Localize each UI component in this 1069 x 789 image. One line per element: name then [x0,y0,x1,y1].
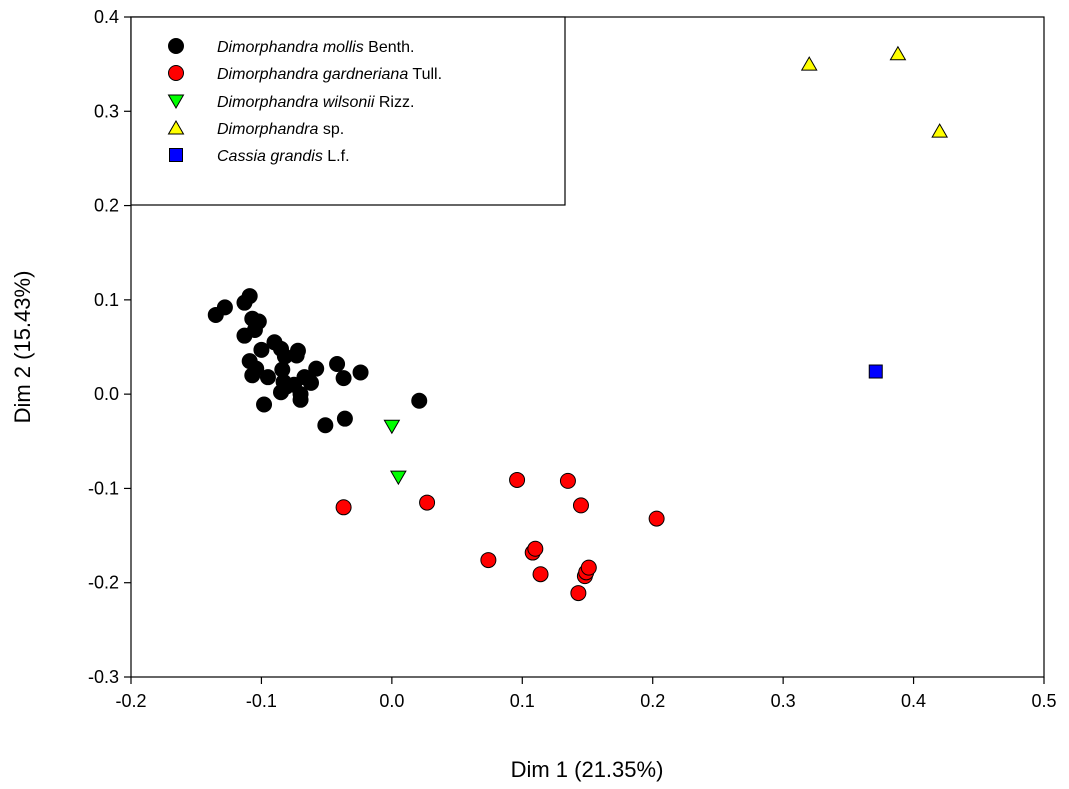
legend-label-author: L.f. [327,148,349,165]
y-tick-label: 0.4 [94,7,119,27]
x-tick-label: 0.4 [901,691,926,711]
data-point [532,566,549,583]
data-point [329,355,346,372]
legend-marker [168,38,184,54]
data-point [527,540,544,557]
data-points [207,45,949,602]
data-point [248,360,265,377]
legend-label-species: Cassia grandis [217,148,323,165]
data-point [241,288,258,305]
data-point [246,322,263,339]
legend-marker [167,94,185,110]
legend-label-author: Tull. [412,66,442,83]
x-axis-title: Dim 1 (21.35%) [511,757,664,782]
legend-label-species: Dimorphandra [217,121,318,138]
data-point [509,471,526,488]
x-tick-label: 0.1 [510,691,535,711]
y-axis-ticks: -0.3 -0.2 -0.1 0.0 0.1 0.2 0.3 0.4 [88,7,131,687]
data-point [272,384,289,401]
x-tick-label: 0.0 [379,691,404,711]
y-tick-label: 0.0 [94,384,119,404]
y-tick-label: -0.2 [88,573,119,593]
legend-label-author: Rizz. [379,94,415,111]
y-tick-label: -0.1 [88,478,119,498]
y-tick-label: 0.1 [94,290,119,310]
legend-box [130,16,566,206]
data-point [383,419,401,435]
data-point [308,360,325,377]
data-point [648,510,665,527]
data-point [335,370,352,387]
data-point [317,417,334,434]
data-point [256,396,273,413]
y-tick-label: 0.2 [94,196,119,216]
data-point [570,585,587,602]
legend-label-species: Dimorphandra mollis [217,39,364,56]
data-point [480,552,497,569]
data-point [253,341,270,358]
legend-marker [168,65,184,81]
data-point [390,470,407,486]
x-axis-ticks: -0.2 -0.1 0.0 0.1 0.2 0.3 0.4 0.5 [115,677,1057,711]
x-tick-label: -0.2 [115,691,146,711]
x-tick-label: 0.5 [1031,691,1056,711]
x-tick-label: 0.3 [771,691,796,711]
y-axis-title: Dim 2 (15.43%) [10,271,35,424]
legend-label-species: Dimorphandra wilsonii [217,94,375,111]
data-point [559,472,576,489]
data-point [580,559,597,576]
data-point [889,45,907,61]
data-point [292,391,309,408]
data-point [572,497,589,514]
data-point [931,123,949,138]
legend-label: Dimorphandra sp. [217,121,344,138]
y-tick-label: 0.3 [94,101,119,121]
data-point [288,347,305,364]
data-point [336,410,353,427]
legend-marker [169,148,183,162]
plot-area [130,16,1045,678]
data-point [800,56,818,71]
y-tick-label: -0.3 [88,667,119,687]
data-point [216,299,233,316]
data-point [419,494,436,511]
x-tick-label: 0.2 [640,691,665,711]
x-tick-label: -0.1 [246,691,277,711]
data-point [352,364,369,381]
legend-label: Dimorphandra wilsonii Rizz. [217,94,414,111]
legend-marker [167,119,185,135]
data-point [868,364,883,379]
data-point [259,369,276,386]
legend-label-author: sp. [323,121,344,138]
legend-label-author: Benth. [368,39,414,56]
legend: Dimorphandra mollis Benth. Dimorphandra g… [130,16,566,206]
legend-label: Dimorphandra mollis Benth. [217,39,414,56]
data-point [335,499,352,516]
data-point [411,392,428,409]
legend-label: Cassia grandis L.f. [217,148,350,165]
data-point [302,374,319,391]
legend-label: Dimorphandra gardneriana Tull. [217,66,442,83]
legend-label-species: Dimorphandra gardneriana [217,66,408,83]
